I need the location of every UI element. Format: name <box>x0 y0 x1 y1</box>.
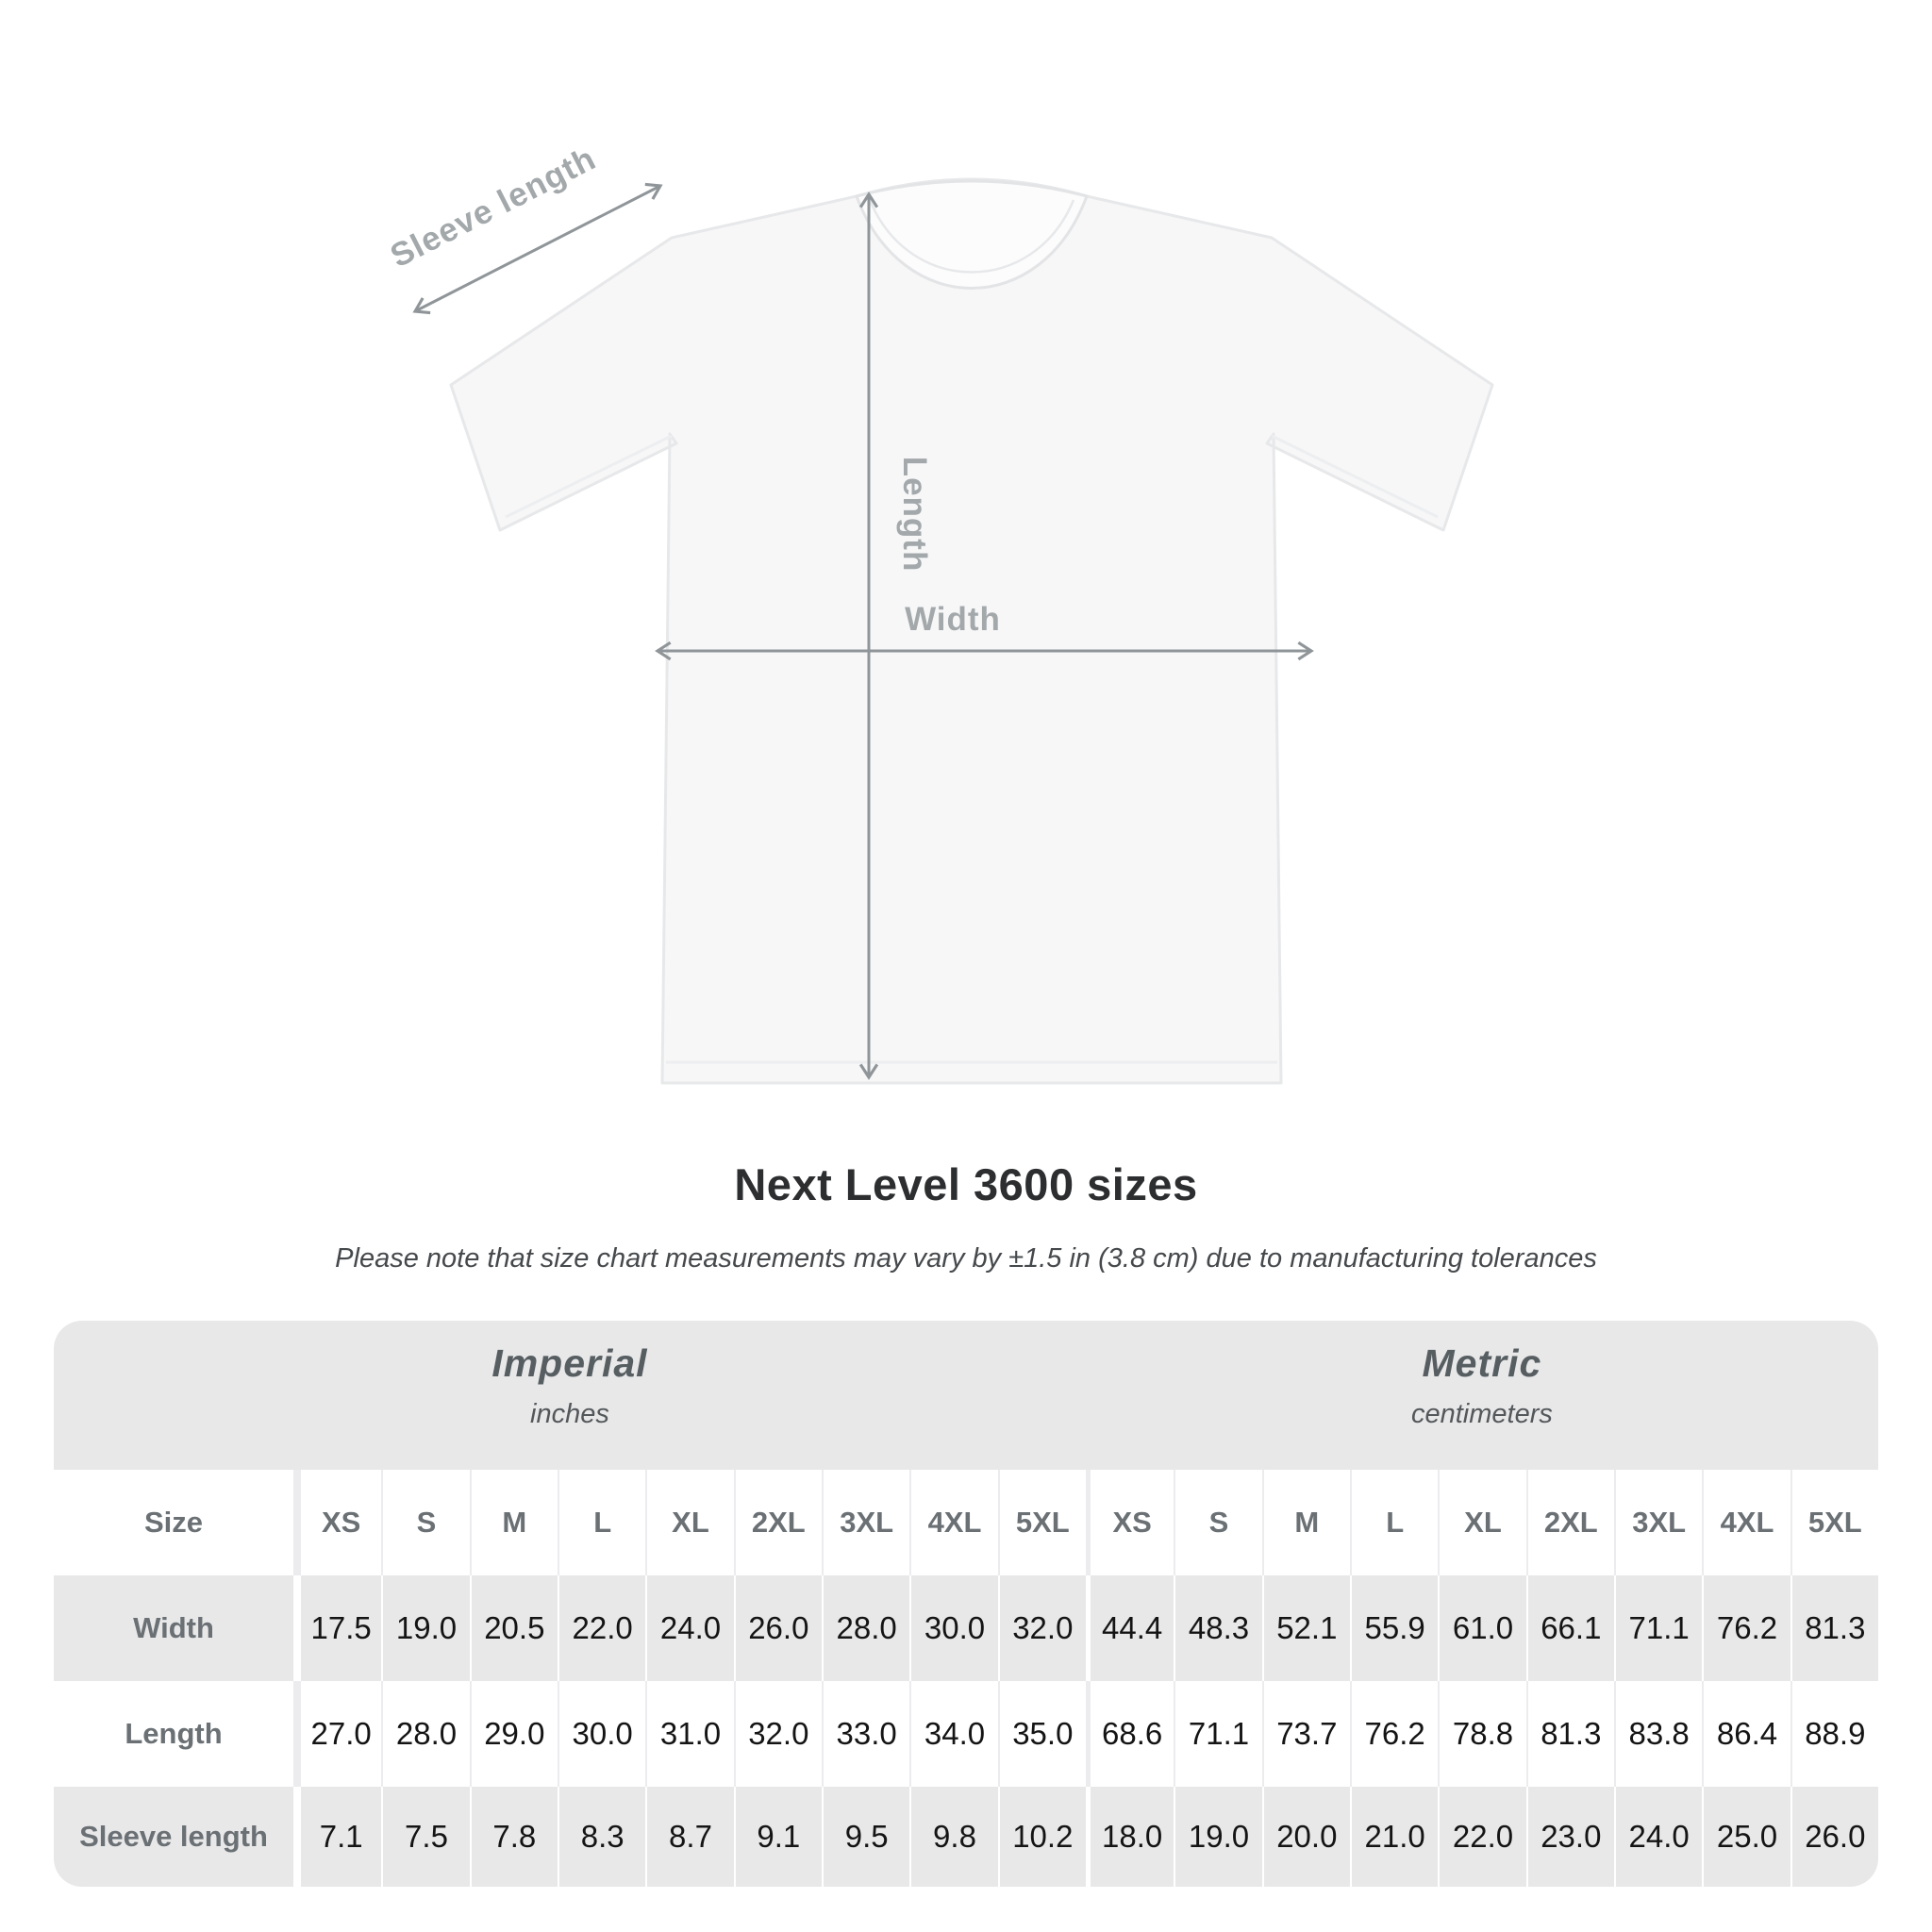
value-cell: 81.3 <box>1790 1575 1878 1681</box>
value-cell: 35.0 <box>997 1681 1086 1787</box>
value-cell: 28.0 <box>381 1681 470 1787</box>
length-label: Length <box>896 457 933 573</box>
value-cell: 78.8 <box>1438 1681 1526 1787</box>
size-header-metric: 3XL <box>1614 1470 1703 1575</box>
metric-unit: centimeters <box>1410 1399 1553 1429</box>
row-label: Width <box>54 1575 293 1681</box>
value-cell: 30.0 <box>558 1681 646 1787</box>
size-header-imperial: 4XL <box>909 1470 998 1575</box>
size-header-metric: S <box>1174 1470 1262 1575</box>
size-column-header: Size <box>54 1470 293 1575</box>
size-header-metric: M <box>1261 1470 1350 1575</box>
value-cell: 81.3 <box>1525 1681 1614 1787</box>
value-cell: 10.2 <box>997 1787 1086 1887</box>
value-cell: 9.5 <box>822 1787 910 1887</box>
imperial-unit: inches <box>530 1399 609 1429</box>
value-cell: 24.0 <box>645 1575 734 1681</box>
value-cell: 32.0 <box>997 1575 1086 1681</box>
value-cell: 66.1 <box>1525 1575 1614 1681</box>
size-header-metric: XS <box>1086 1470 1174 1575</box>
value-cell: 26.0 <box>1790 1787 1878 1887</box>
size-header-metric: 5XL <box>1790 1470 1878 1575</box>
value-cell: 9.1 <box>733 1787 822 1887</box>
size-header-imperial: M <box>469 1470 558 1575</box>
tshirt-measurement-diagram: Sleeve length Length Width <box>385 140 1494 1085</box>
imperial-title: Imperial <box>491 1341 648 1385</box>
value-cell: 33.0 <box>822 1681 910 1787</box>
value-cell: 7.5 <box>381 1787 470 1887</box>
value-cell: 86.4 <box>1702 1681 1790 1787</box>
value-cell: 9.8 <box>909 1787 998 1887</box>
value-cell: 30.0 <box>909 1575 998 1681</box>
value-cell: 20.0 <box>1261 1787 1350 1887</box>
value-cell: 52.1 <box>1261 1575 1350 1681</box>
value-cell: 34.0 <box>909 1681 998 1787</box>
sleeve-length-arrow <box>412 182 663 315</box>
units-band: Imperial inches Metric centimeters <box>54 1321 1878 1470</box>
value-cell: 68.6 <box>1086 1681 1174 1787</box>
size-header-imperial: 3XL <box>822 1470 910 1575</box>
value-cell: 28.0 <box>822 1575 910 1681</box>
width-label: Width <box>905 601 1001 638</box>
value-cell: 83.8 <box>1614 1681 1703 1787</box>
value-cell: 23.0 <box>1525 1787 1614 1887</box>
row-label: Sleeve length <box>54 1787 293 1887</box>
value-cell: 7.8 <box>469 1787 558 1887</box>
value-cell: 76.2 <box>1350 1681 1439 1787</box>
value-cell: 48.3 <box>1174 1575 1262 1681</box>
value-cell: 29.0 <box>469 1681 558 1787</box>
value-cell: 8.7 <box>645 1787 734 1887</box>
value-cell: 71.1 <box>1614 1575 1703 1681</box>
value-cell: 76.2 <box>1702 1575 1790 1681</box>
size-header-metric: 2XL <box>1525 1470 1614 1575</box>
size-table: Imperial inches Metric centimeters Size X… <box>54 1321 1878 1887</box>
value-cell: 31.0 <box>645 1681 734 1787</box>
value-cell: 73.7 <box>1261 1681 1350 1787</box>
row-label: Length <box>54 1681 293 1787</box>
value-cell: 8.3 <box>558 1787 646 1887</box>
value-cell: 22.0 <box>558 1575 646 1681</box>
value-cell: 27.0 <box>293 1681 382 1787</box>
size-header-imperial: XL <box>645 1470 734 1575</box>
value-cell: 21.0 <box>1350 1787 1439 1887</box>
metric-title: Metric <box>1422 1341 1542 1385</box>
size-header-metric: 4XL <box>1702 1470 1790 1575</box>
size-header-imperial: 5XL <box>997 1470 1086 1575</box>
value-cell: 55.9 <box>1350 1575 1439 1681</box>
value-cell: 61.0 <box>1438 1575 1526 1681</box>
value-cell: 71.1 <box>1174 1681 1262 1787</box>
value-cell: 22.0 <box>1438 1787 1526 1887</box>
sleeve-length-label: Sleeve length <box>385 140 602 275</box>
size-header-imperial: L <box>558 1470 646 1575</box>
metric-group-header: Metric centimeters <box>1086 1321 1878 1470</box>
value-cell: 44.4 <box>1086 1575 1174 1681</box>
tolerance-note: Please note that size chart measurements… <box>335 1243 1597 1274</box>
value-cell: 26.0 <box>733 1575 822 1681</box>
imperial-group-header: Imperial inches <box>54 1321 1086 1470</box>
value-cell: 32.0 <box>733 1681 822 1787</box>
size-header-imperial: 2XL <box>733 1470 822 1575</box>
value-cell: 17.5 <box>293 1575 382 1681</box>
value-cell: 24.0 <box>1614 1787 1703 1887</box>
size-table-grid: Size XS S M L XL 2XL 3XL 4XL 5XL XS S M L XL 2XL 3XL 4XL 5… <box>54 1470 1878 1887</box>
value-cell: 18.0 <box>1086 1787 1174 1887</box>
value-cell: 88.9 <box>1790 1681 1878 1787</box>
value-cell: 19.0 <box>1174 1787 1262 1887</box>
value-cell: 20.5 <box>469 1575 558 1681</box>
size-header-imperial: XS <box>293 1470 382 1575</box>
size-header-imperial: S <box>381 1470 470 1575</box>
tshirt-graphic <box>449 177 1494 1085</box>
value-cell: 25.0 <box>1702 1787 1790 1887</box>
size-header-metric: L <box>1350 1470 1439 1575</box>
value-cell: 19.0 <box>381 1575 470 1681</box>
value-cell: 7.1 <box>293 1787 382 1887</box>
page-title: Next Level 3600 sizes <box>734 1159 1198 1209</box>
size-header-metric: XL <box>1438 1470 1526 1575</box>
